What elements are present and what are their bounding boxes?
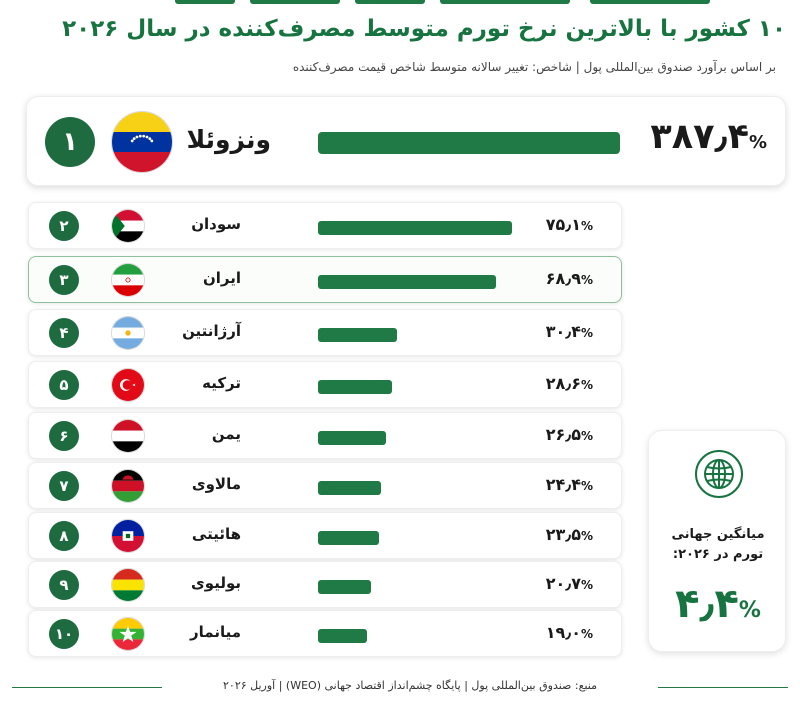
value-bar bbox=[318, 580, 371, 594]
turkey-flag bbox=[111, 368, 145, 402]
row-rank-10: ۱۰ میانمار ۱۹٫۰% bbox=[28, 610, 622, 657]
malawi-flag bbox=[111, 469, 145, 503]
venezuela-flag bbox=[111, 111, 173, 173]
country-name: مالاوی bbox=[191, 475, 241, 493]
rank-badge: ۹ bbox=[49, 570, 79, 600]
value-bar bbox=[318, 328, 397, 342]
argentina-flag bbox=[111, 316, 145, 350]
country-name: ایران bbox=[202, 269, 241, 287]
row-rank-2: ۲ سودان ۷۵٫۱% bbox=[28, 202, 622, 249]
row-rank-8: ۸ هائیتی ۲۳٫۵% bbox=[28, 512, 622, 559]
value-label: ۲۰٫۷% bbox=[545, 574, 593, 593]
chart-subtitle: بر اساس برآورد صندوق بین‌المللی پول | شا… bbox=[292, 60, 776, 74]
value-label: ۲۴٫۴% bbox=[545, 475, 593, 494]
row-rank-6: ۶ یمن ۲۶٫۵% bbox=[28, 412, 622, 459]
source-footer: منبع: صندوق بین‌المللی پول | پایگاه چشم‌… bbox=[180, 679, 640, 692]
row-rank-5: ۵ ترکیه ۲۸٫۶% bbox=[28, 361, 622, 408]
world-average-label: میانگین جهانی تورم در ۲۰۲۶: bbox=[671, 527, 765, 562]
value-bar bbox=[318, 275, 496, 289]
value-label: ۳۸۷٫۴% bbox=[650, 117, 767, 157]
footer-divider-left bbox=[12, 687, 162, 688]
value-bar bbox=[318, 431, 386, 445]
iran-flag bbox=[111, 263, 145, 297]
rank-badge: ۷ bbox=[49, 471, 79, 501]
country-name: ونزوئلا bbox=[186, 125, 271, 154]
haiti-flag bbox=[111, 519, 145, 553]
row-rank-9: ۹ بولیوی ۲۰٫۷% bbox=[28, 561, 622, 608]
globe-icon bbox=[695, 450, 743, 498]
world-average-card: میانگین جهانی تورم در ۲۰۲۶: ۴٫۴% bbox=[648, 430, 786, 652]
value-bar bbox=[318, 221, 512, 235]
rank-badge: ۸ bbox=[49, 521, 79, 551]
rank-badge: ۱ bbox=[45, 117, 95, 167]
sudan-flag bbox=[111, 209, 145, 243]
country-name: میانمار bbox=[190, 623, 241, 641]
value-label: ۲۸٫۶% bbox=[545, 374, 593, 393]
value-label: ۱۹٫۰% bbox=[545, 623, 593, 642]
myanmar-flag bbox=[111, 617, 145, 651]
rank-badge: ۶ bbox=[49, 421, 79, 451]
country-name: هائیتی bbox=[191, 525, 241, 543]
country-name: بولیوی bbox=[191, 574, 241, 592]
value-label: ۳۰٫۴% bbox=[545, 322, 593, 341]
rank-badge: ۳ bbox=[49, 265, 79, 295]
chart-title: ۱۰ کشور با بالاترین نرخ تورم متوسط مصرف‌… bbox=[62, 16, 786, 42]
footer-divider-right bbox=[658, 687, 788, 688]
value-bar bbox=[318, 531, 379, 545]
country-name: سودان bbox=[191, 215, 241, 233]
value-bar bbox=[318, 380, 392, 394]
rank-badge: ۱۰ bbox=[49, 619, 79, 649]
rank-badge: ۵ bbox=[49, 370, 79, 400]
value-label: ۷۵٫۱% bbox=[545, 215, 593, 234]
value-label: ۲۶٫۵% bbox=[545, 425, 593, 444]
rank-badge: ۴ bbox=[49, 318, 79, 348]
row-rank-7: ۷ مالاوی ۲۴٫۴% bbox=[28, 462, 622, 509]
top-edge-decoration bbox=[0, 0, 800, 10]
country-name: یمن bbox=[211, 425, 241, 443]
row-rank-1: ۱ ونزوئلا ۳۸۷٫۴% bbox=[26, 96, 786, 186]
world-average-value: ۴٫۴% bbox=[675, 581, 761, 627]
value-bar bbox=[318, 629, 367, 643]
value-label: ۶۸٫۹% bbox=[545, 269, 593, 288]
value-label: ۲۳٫۵% bbox=[545, 525, 593, 544]
rank-badge: ۲ bbox=[49, 211, 79, 241]
row-rank-3: ۳ ایران ۶۸٫۹% bbox=[28, 256, 622, 303]
country-name: آرژانتین bbox=[182, 322, 241, 340]
row-rank-4: ۴ آرژانتین ۳۰٫۴% bbox=[28, 309, 622, 356]
value-bar bbox=[318, 481, 381, 495]
bolivia-flag bbox=[111, 568, 145, 602]
value-bar bbox=[318, 132, 620, 154]
country-name: ترکیه bbox=[202, 374, 241, 392]
yemen-flag bbox=[111, 419, 145, 453]
